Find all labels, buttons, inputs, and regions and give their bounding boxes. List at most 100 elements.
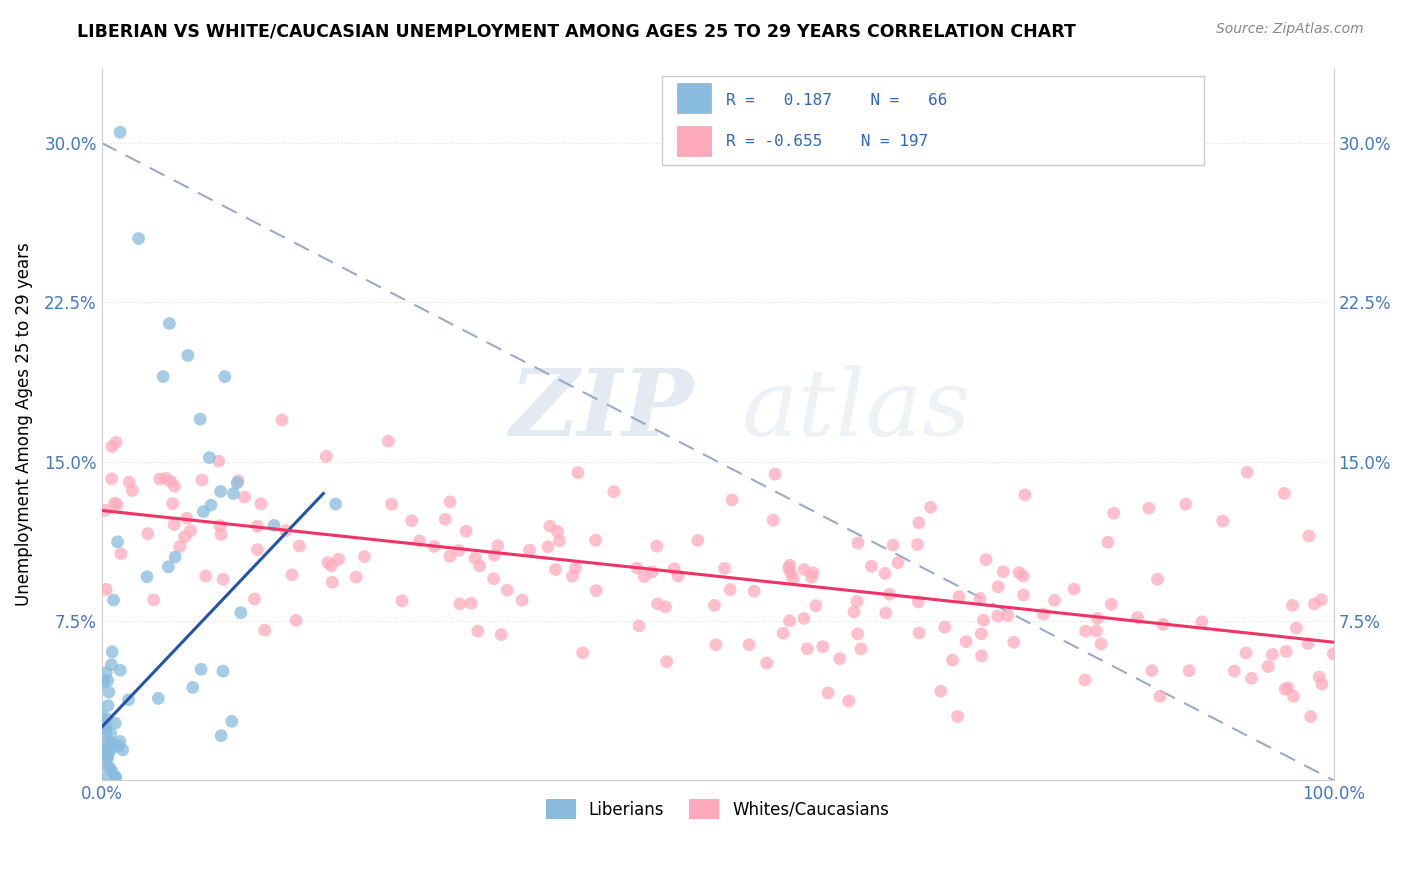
Point — [1146, 572, 1168, 586]
Point — [544, 563, 567, 577]
Point — [846, 627, 869, 641]
Point — [713, 561, 735, 575]
Point — [285, 614, 308, 628]
Point — [647, 597, 669, 611]
Point — [96, 721, 118, 735]
Point — [169, 540, 191, 554]
Point — [846, 536, 869, 550]
Point — [1310, 592, 1333, 607]
Point — [1102, 506, 1125, 520]
Point — [96, 582, 118, 597]
Point — [263, 518, 285, 533]
Point — [1282, 690, 1305, 704]
Point — [1074, 624, 1097, 639]
Point — [779, 614, 801, 628]
Point — [94, 727, 117, 741]
Point — [321, 558, 343, 573]
Point — [1299, 709, 1322, 723]
Point — [842, 605, 865, 619]
Point — [94, 722, 117, 736]
Point — [763, 467, 786, 482]
Point — [97, 759, 120, 773]
Point — [969, 591, 991, 606]
Point — [811, 640, 834, 654]
Point — [173, 530, 195, 544]
Point — [907, 595, 929, 609]
Point — [270, 413, 292, 427]
Point — [107, 739, 129, 753]
Point — [149, 472, 172, 486]
Point — [439, 549, 461, 564]
Point — [97, 685, 120, 699]
Point — [561, 569, 583, 583]
Point — [136, 526, 159, 541]
Point — [955, 634, 977, 648]
Point — [970, 648, 993, 663]
Point — [325, 497, 347, 511]
Point — [101, 764, 124, 779]
Point — [703, 599, 725, 613]
Point — [585, 583, 607, 598]
Point — [793, 563, 815, 577]
Point — [100, 738, 122, 752]
Point — [484, 549, 506, 563]
Point — [96, 751, 118, 765]
Point — [686, 533, 709, 548]
Point — [779, 566, 801, 580]
Point — [107, 534, 129, 549]
Point — [1277, 681, 1299, 695]
Point — [1126, 610, 1149, 624]
Point — [793, 611, 815, 625]
Point — [408, 533, 430, 548]
Point — [91, 721, 114, 735]
Point — [1140, 664, 1163, 678]
Point — [97, 747, 120, 761]
Point — [718, 582, 741, 597]
Point — [233, 490, 256, 504]
Point — [96, 734, 118, 748]
Point — [1275, 644, 1298, 658]
Point — [997, 608, 1019, 623]
Point — [165, 549, 187, 564]
Point — [941, 653, 963, 667]
Point — [177, 348, 200, 362]
Point — [887, 556, 910, 570]
Point — [991, 565, 1014, 579]
Point — [163, 479, 186, 493]
Bar — [676, 83, 711, 113]
Point — [804, 599, 827, 613]
Point — [1087, 611, 1109, 625]
Point — [101, 440, 124, 454]
Point — [641, 565, 664, 579]
Point — [1322, 647, 1344, 661]
Point — [97, 750, 120, 764]
Point — [468, 558, 491, 573]
Point — [91, 675, 114, 690]
Point — [762, 513, 785, 527]
Point — [772, 626, 794, 640]
Point — [246, 519, 269, 533]
Point — [972, 613, 994, 627]
Point — [1298, 529, 1320, 543]
Point — [157, 317, 180, 331]
Point — [1257, 659, 1279, 673]
Point — [377, 434, 399, 449]
Point — [91, 742, 114, 756]
Point — [846, 594, 869, 608]
Point — [226, 475, 249, 490]
Point — [801, 566, 824, 580]
Point — [94, 746, 117, 760]
Point — [633, 569, 655, 583]
Point — [118, 475, 141, 489]
Point — [875, 606, 897, 620]
Point — [742, 584, 765, 599]
Point — [782, 572, 804, 586]
Point — [1012, 588, 1035, 602]
Point — [208, 518, 231, 533]
Point — [110, 663, 132, 677]
Text: atlas: atlas — [742, 365, 972, 455]
Point — [97, 698, 120, 713]
Point — [159, 475, 181, 489]
Point — [212, 572, 235, 586]
Point — [104, 716, 127, 731]
